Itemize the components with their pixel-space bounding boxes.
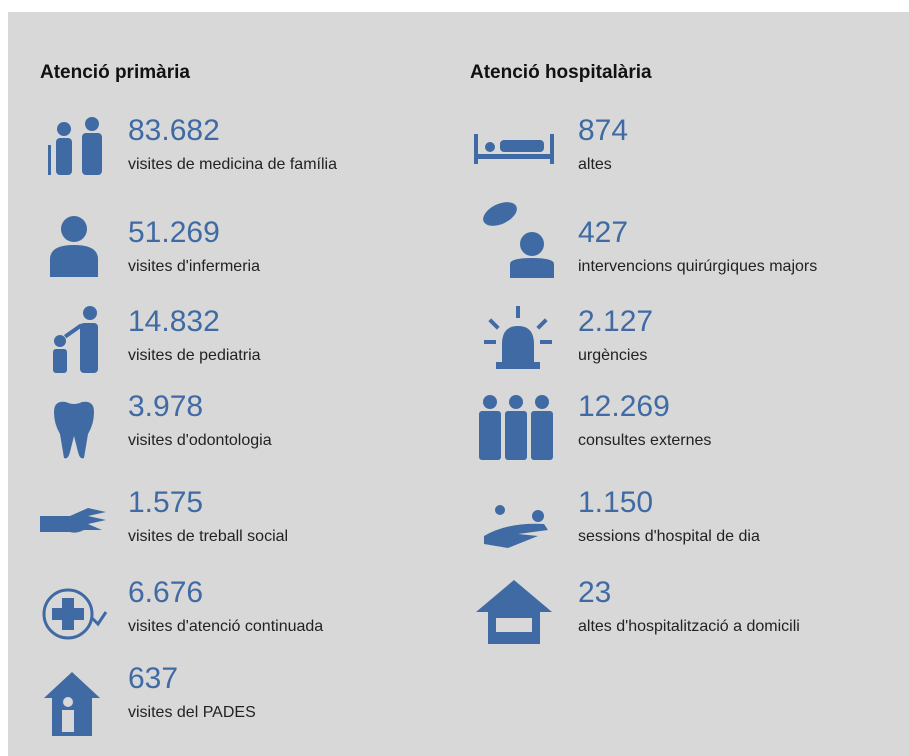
- stat-value: 12.269: [578, 390, 670, 423]
- stat-label: altes d'hospitalització a domicili: [578, 618, 800, 635]
- stat-value: 51.269: [128, 216, 220, 249]
- nurse-icon: [50, 216, 98, 277]
- stat-label: visites de treball social: [128, 528, 289, 545]
- pediatric-icon: [53, 306, 98, 373]
- stat-label: visites del PADES: [128, 704, 256, 721]
- stat-value: 3.978: [128, 390, 204, 423]
- stat-value: 1.575: [128, 486, 204, 519]
- stat-value: 1.150: [578, 486, 654, 519]
- stat-label: consultes externes: [578, 432, 712, 449]
- stat-value: 874: [578, 114, 629, 147]
- day-hospital-icon: [484, 505, 548, 548]
- stat-value: 23: [578, 576, 612, 609]
- stat-label: urgències: [578, 347, 648, 364]
- stat-value: 83.682: [128, 114, 220, 147]
- surgery-icon: [483, 202, 554, 278]
- stat-label: altes: [578, 156, 612, 173]
- stat-label: visites de pediatria: [128, 347, 261, 364]
- bed-icon: [474, 134, 554, 164]
- pades-icon: [44, 672, 100, 736]
- stat-value: 2.127: [578, 305, 654, 338]
- stat-label: sessions d'hospital de dia: [578, 528, 760, 545]
- stat-label: visites d'odontologia: [128, 432, 272, 449]
- tooth-icon: [54, 401, 94, 459]
- stat-label: visites d'infermeria: [128, 258, 260, 275]
- home-hospital-icon: [476, 580, 552, 644]
- stat-value: 14.832: [128, 305, 220, 338]
- family-icon: [48, 117, 102, 175]
- panel: Atenció primària 83.682 visites de medicin…: [8, 12, 909, 756]
- hand-icon: [40, 508, 106, 533]
- stat-label: visites de medicina de família: [128, 156, 337, 173]
- column-title: Atenció hospitalària: [470, 62, 652, 83]
- stat-value: 6.676: [128, 576, 204, 609]
- outpatients-icon: [479, 395, 553, 460]
- continuous-care-icon: [42, 588, 108, 640]
- column-title: Atenció primària: [40, 62, 190, 83]
- stat-value: 427: [578, 216, 629, 249]
- stat-value: 637: [128, 662, 179, 695]
- stat-label: intervencions quirúrgiques majors: [578, 258, 818, 275]
- stat-label: visites d'atenció continuada: [128, 618, 324, 635]
- emergency-icon: [484, 306, 552, 369]
